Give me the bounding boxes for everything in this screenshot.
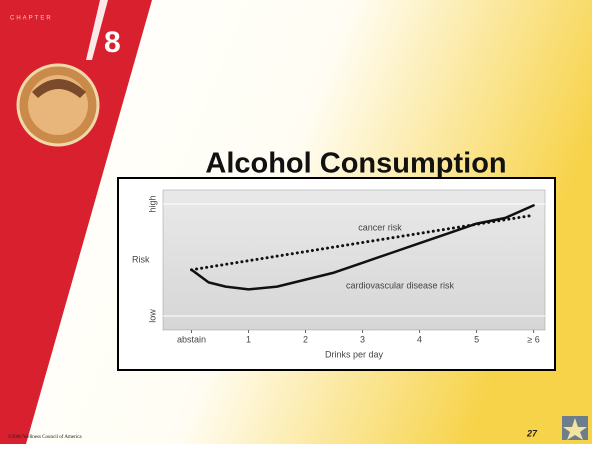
slide-title: Alcohol Consumption: [205, 148, 506, 180]
x-tick-label: 2: [303, 334, 308, 344]
chapter-number: 8: [104, 26, 121, 59]
series-line: [190, 204, 535, 291]
x-tick-label: 3: [360, 334, 365, 344]
x-tick-label: 4: [417, 334, 422, 344]
x-axis-label: Drinks per day: [325, 349, 384, 359]
divider: [86, 0, 108, 60]
series-line: [190, 213, 536, 272]
chapter-label: CHAPTER: [10, 16, 53, 22]
x-tick-label: 1: [246, 334, 251, 344]
series-label: cancer risk: [358, 222, 402, 232]
page-number: 27: [526, 428, 538, 438]
y-tick-label: high: [147, 195, 157, 212]
x-tick-label: abstain: [177, 334, 206, 344]
x-tick-label: ≥ 6: [527, 334, 539, 344]
y-tick-label: low: [147, 309, 157, 323]
portrait: [16, 63, 100, 147]
y-axis-label: Risk: [132, 254, 150, 264]
logo: [562, 416, 588, 440]
footer: ©2006 Wellness Council of America: [8, 434, 82, 440]
chart: low high abstain 1 2 3 4 5 ≥ 6 Drinks per day Risk…: [132, 189, 546, 359]
plot-area: [162, 189, 546, 331]
x-tick-label: 5: [474, 334, 479, 344]
series-label: cardiovascular disease risk: [346, 280, 455, 290]
